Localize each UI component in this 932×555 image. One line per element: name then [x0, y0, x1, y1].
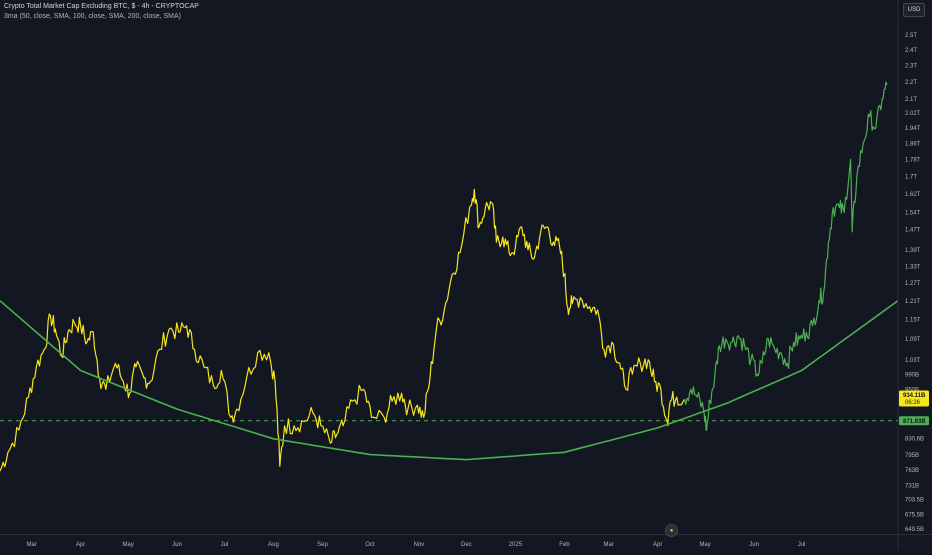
time-tick-label: Aug — [268, 542, 279, 548]
price-tick-label: 1.86T — [905, 141, 921, 147]
price-tick-label: 2.2T — [905, 80, 917, 86]
time-tick-label: Feb — [559, 542, 570, 548]
price-tick-label: 1.27T — [905, 281, 921, 287]
indicator-label[interactable]: 3ma (50, close, SMA, 100, close, SMA, 20… — [4, 13, 182, 20]
price-tick-label: 2.4T — [905, 48, 917, 54]
price-line-1[interactable] — [0, 188, 686, 472]
time-tick-label: Jul — [221, 542, 229, 548]
time-tick-label: Apr — [653, 542, 662, 548]
price-tick-label: 2.3T — [905, 64, 917, 70]
bar-countdown-label: 06:26 — [905, 400, 921, 406]
price-tick-label: 2.1T — [905, 97, 917, 103]
price-tick-label: 675.5B — [905, 512, 924, 518]
chart-legend: Crypto Total Market Cap Excluding BTC, $… — [4, 3, 199, 20]
time-tick-label: Dec — [461, 542, 472, 548]
price-tick-label: 703.5B — [905, 498, 924, 504]
time-tick-label: 2025 — [509, 542, 523, 548]
time-tick-label: May — [122, 542, 133, 548]
price-tick-label: 1.54T — [905, 211, 921, 217]
price-tick-label: 1.7T — [905, 174, 917, 180]
price-tick-label: 1.21T — [905, 299, 921, 305]
currency-button[interactable]: USD — [903, 3, 925, 17]
plot-layer — [0, 81, 899, 472]
time-tick-label: Sep — [317, 542, 328, 548]
time-tick-label: Jun — [172, 542, 182, 548]
time-tick-label: Apr — [76, 542, 85, 548]
price-tick-label: 1.47T — [905, 228, 921, 234]
current-price-label: 934.11B — [903, 393, 926, 399]
price-tick-label: 1.78T — [905, 158, 921, 164]
tradingview-logo-icon: ● — [665, 524, 678, 537]
price-tick-label: 1.03T — [905, 358, 921, 364]
price-axis: 2.5T 2.4T 2.3T 2.2T 2.1T 2.02T 1.94T 1.86T 1.78T… — [897, 0, 929, 550]
time-tick-label: May — [699, 542, 710, 548]
price-tick-label: 1.09T — [905, 337, 921, 343]
time-tick-label: Mar — [604, 542, 614, 548]
time-tick-label: Jun — [749, 542, 759, 548]
price-tick-label: 1.33T — [905, 264, 921, 270]
time-tick-label: Nov — [414, 542, 425, 548]
level-badge — [899, 416, 929, 426]
price-tick-label: 2.5T — [905, 33, 917, 39]
price-tick-label: 1.15T — [905, 318, 921, 324]
price-tick-label: 649.5B — [905, 527, 924, 533]
price-tick-label: 731B — [905, 484, 919, 490]
time-axis: Mar Apr May Jun Jul Aug Sep Oct Nov Dec 2025 Feb Mar… — [0, 534, 932, 548]
symbol-title[interactable]: Crypto Total Market Cap Excluding BTC, $… — [4, 3, 199, 10]
price-tick-label: 1.94T — [905, 126, 921, 132]
time-tick-label: Mar — [26, 542, 36, 548]
current-price-badge — [899, 390, 929, 407]
moving-average-curve[interactable] — [0, 300, 899, 461]
price-tick-label: 990B — [905, 372, 919, 378]
price-tick-label: 795B — [905, 453, 919, 459]
price-tick-label: 830.6B — [905, 437, 924, 443]
price-tick-label: 1.62T — [905, 192, 921, 198]
time-tick-label: Jul — [798, 542, 806, 548]
time-tick-label: Oct — [365, 542, 375, 548]
level-price-label: 871.93B — [903, 419, 926, 425]
price-tick-label: 1.39T — [905, 248, 921, 254]
price-tick-label: 2.02T — [905, 111, 921, 117]
price-line-2[interactable] — [684, 81, 888, 431]
price-tick-label: 763B — [905, 468, 919, 474]
